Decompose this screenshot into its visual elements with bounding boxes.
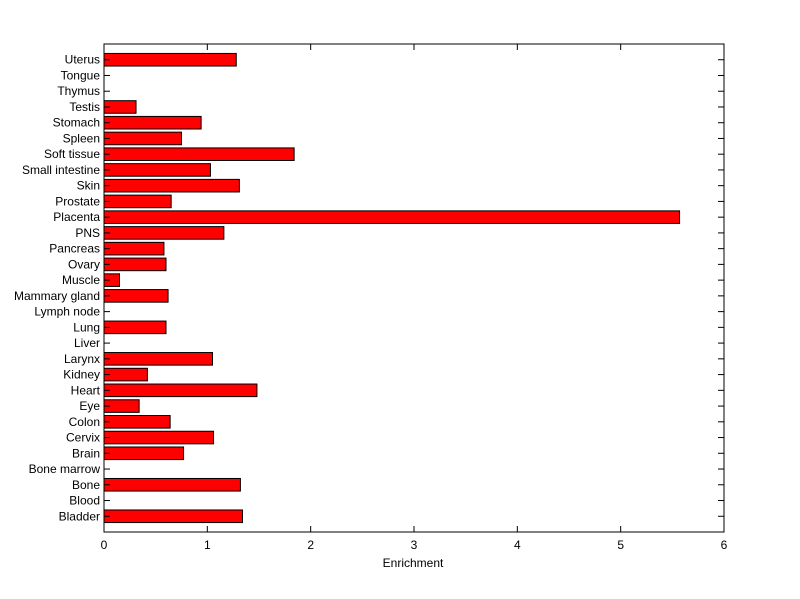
bar-placenta xyxy=(103,210,681,224)
bar-ovary xyxy=(103,257,167,272)
y-tick-label: Colon xyxy=(69,415,100,429)
y-tick-label: Small intestine xyxy=(22,163,100,177)
y-tick-label: Prostate xyxy=(55,194,100,208)
bar-prostate xyxy=(103,194,172,209)
bar-lung xyxy=(103,320,167,335)
bar-cervix xyxy=(103,430,215,445)
bar-uterus xyxy=(103,52,237,67)
bar-brain xyxy=(103,446,185,461)
y-tick-label: Bone xyxy=(72,478,100,492)
x-axis-label: Enrichment xyxy=(383,556,444,570)
y-tick-label: Liver xyxy=(74,336,100,350)
bar-mammary-gland xyxy=(103,289,169,303)
bar-skin xyxy=(103,178,240,193)
y-tick-label: Stomach xyxy=(53,116,100,130)
y-tick-label: Muscle xyxy=(62,273,100,287)
y-tick-label: Cervix xyxy=(66,431,100,445)
y-tick-label: Ovary xyxy=(68,257,100,271)
x-tick-label: 0 xyxy=(101,538,108,552)
x-tick-label: 4 xyxy=(514,538,521,552)
bar-colon xyxy=(103,415,171,429)
bar-spleen xyxy=(103,131,182,146)
y-tick-label: Heart xyxy=(71,383,101,397)
y-tick-label: Lymph node xyxy=(34,305,100,319)
plot-background xyxy=(104,44,724,532)
y-tick-label: Eye xyxy=(79,399,100,413)
bar-larynx xyxy=(103,352,213,366)
y-tick-label: Spleen xyxy=(63,131,100,145)
y-tick-label: Blood xyxy=(69,494,100,508)
bar-small-intestine xyxy=(103,163,211,177)
y-tick-label: PNS xyxy=(75,226,100,240)
y-tick-label: Soft tissue xyxy=(44,147,100,161)
y-tick-label: Bladder xyxy=(59,509,100,523)
y-tick-label: Kidney xyxy=(63,368,100,382)
y-tick-label: Mammary gland xyxy=(14,289,100,303)
y-tick-label: Uterus xyxy=(65,53,100,67)
y-tick-label: Tongue xyxy=(61,68,101,82)
x-tick-label: 1 xyxy=(204,538,211,552)
bar-pns xyxy=(103,226,225,240)
bar-kidney xyxy=(103,367,148,382)
x-tick-label: 6 xyxy=(721,538,728,552)
bar-bladder xyxy=(103,509,243,524)
plot-frame xyxy=(103,43,725,533)
bar-stomach xyxy=(103,115,202,130)
y-tick-label: Skin xyxy=(77,179,100,193)
bar-bone xyxy=(103,477,241,492)
bar-pancreas xyxy=(103,241,165,256)
y-tick-label: Bone marrow xyxy=(29,462,101,476)
y-tick-label: Larynx xyxy=(64,352,100,366)
x-tick-label: 2 xyxy=(307,538,314,552)
y-tick-label: Lung xyxy=(73,320,100,334)
x-tick-label: 5 xyxy=(617,538,624,552)
bar-soft-tissue xyxy=(103,147,295,161)
y-tick-label: Placenta xyxy=(53,210,100,224)
y-tick-label: Pancreas xyxy=(49,242,100,256)
bar-heart xyxy=(103,383,258,398)
y-tick-label: Thymus xyxy=(57,84,100,98)
y-tick-label: Testis xyxy=(69,100,100,114)
x-tick-label: 3 xyxy=(411,538,418,552)
y-tick-label: Brain xyxy=(72,446,100,460)
